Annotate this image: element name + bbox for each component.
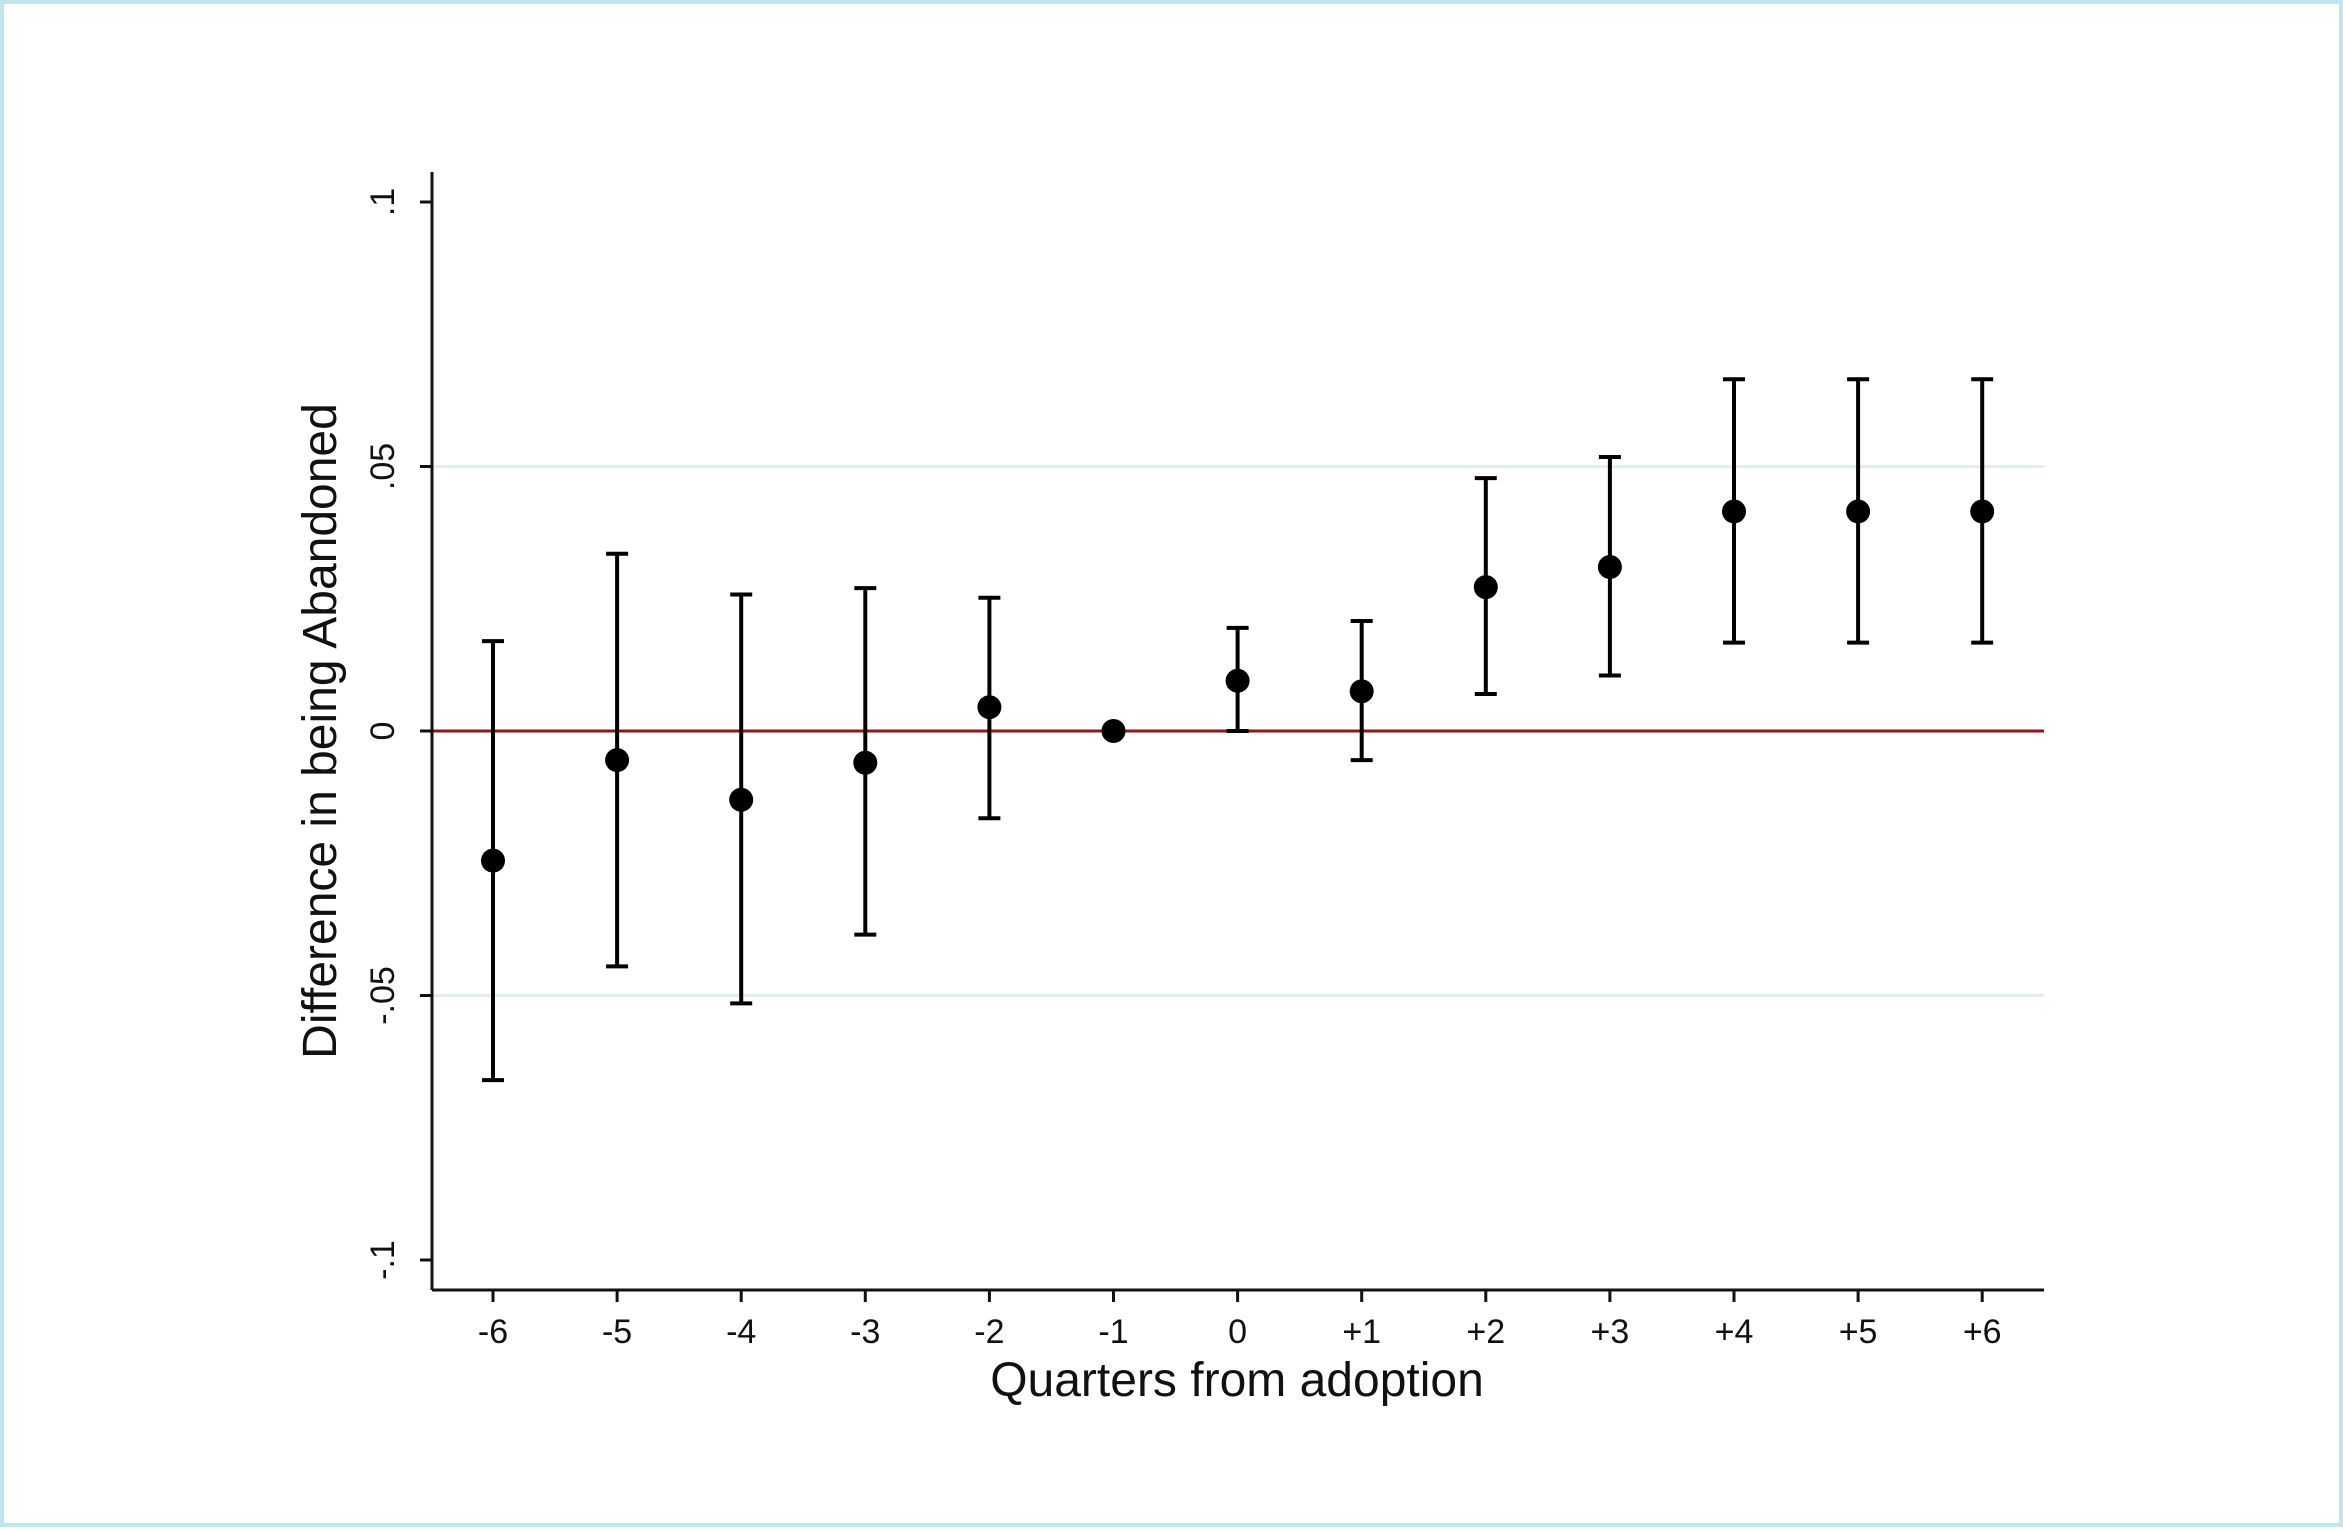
y-tick-label: .1: [364, 188, 402, 216]
y-tick-label: .05: [364, 443, 402, 490]
gridlines: [432, 465, 2044, 997]
point-estimate-marker: [1101, 719, 1126, 743]
x-tick-label: -1: [1098, 1313, 1128, 1351]
point-estimate-marker: [853, 750, 878, 775]
y-tick-label: -.05: [364, 966, 402, 1025]
x-tick-label: +1: [1342, 1313, 1381, 1351]
x-tick-label: -5: [602, 1313, 632, 1351]
point-estimate-marker: [1722, 499, 1746, 524]
x-tick-label: +3: [1591, 1313, 1630, 1351]
x-tick-label: -4: [726, 1313, 756, 1351]
point-estimate-marker: [1225, 668, 1250, 693]
point-estimate-marker: [1597, 555, 1622, 580]
x-tick-label: +2: [1466, 1313, 1505, 1351]
x-tick-label: +4: [1715, 1313, 1754, 1351]
point-estimate-marker: [977, 695, 1002, 720]
y-ticks: -.1 -.05 0 .05 .1: [364, 188, 432, 1280]
x-ticks: -6 -5 -4 -3 -2 -1 0 +1 +2 +3 +4 +5 +6: [478, 1290, 2002, 1351]
x-tick-label: -3: [850, 1313, 880, 1351]
y-tick-label: -.1: [364, 1240, 402, 1280]
point-estimate-marker: [1970, 499, 1995, 524]
x-axis-title: Quarters from adoption: [990, 1354, 1484, 1407]
x-tick-label: -2: [974, 1313, 1004, 1351]
x-tick-label: -6: [478, 1313, 508, 1351]
point-estimate-marker: [1473, 575, 1498, 600]
y-tick-label: 0: [364, 722, 402, 741]
x-tick-label: 0: [1228, 1313, 1247, 1351]
point-estimate-marker: [729, 787, 754, 812]
data-series: [481, 377, 1995, 1083]
point-estimate-marker: [1349, 679, 1374, 704]
point-estimate-marker: [605, 748, 630, 773]
event-study-chart: -.1-.050.05.1 -6 -5 -4 -3 -2 -1 0 +1 +2 +3 +4 +5 +6 …: [294, 172, 2044, 1407]
x-tick-label: +6: [1963, 1313, 2002, 1351]
point-estimate-marker: [481, 848, 505, 873]
y-axis-title: Difference in being Abandoned: [294, 403, 347, 1059]
point-estimate-marker: [1846, 499, 1871, 524]
x-tick-label: +5: [1839, 1313, 1878, 1351]
